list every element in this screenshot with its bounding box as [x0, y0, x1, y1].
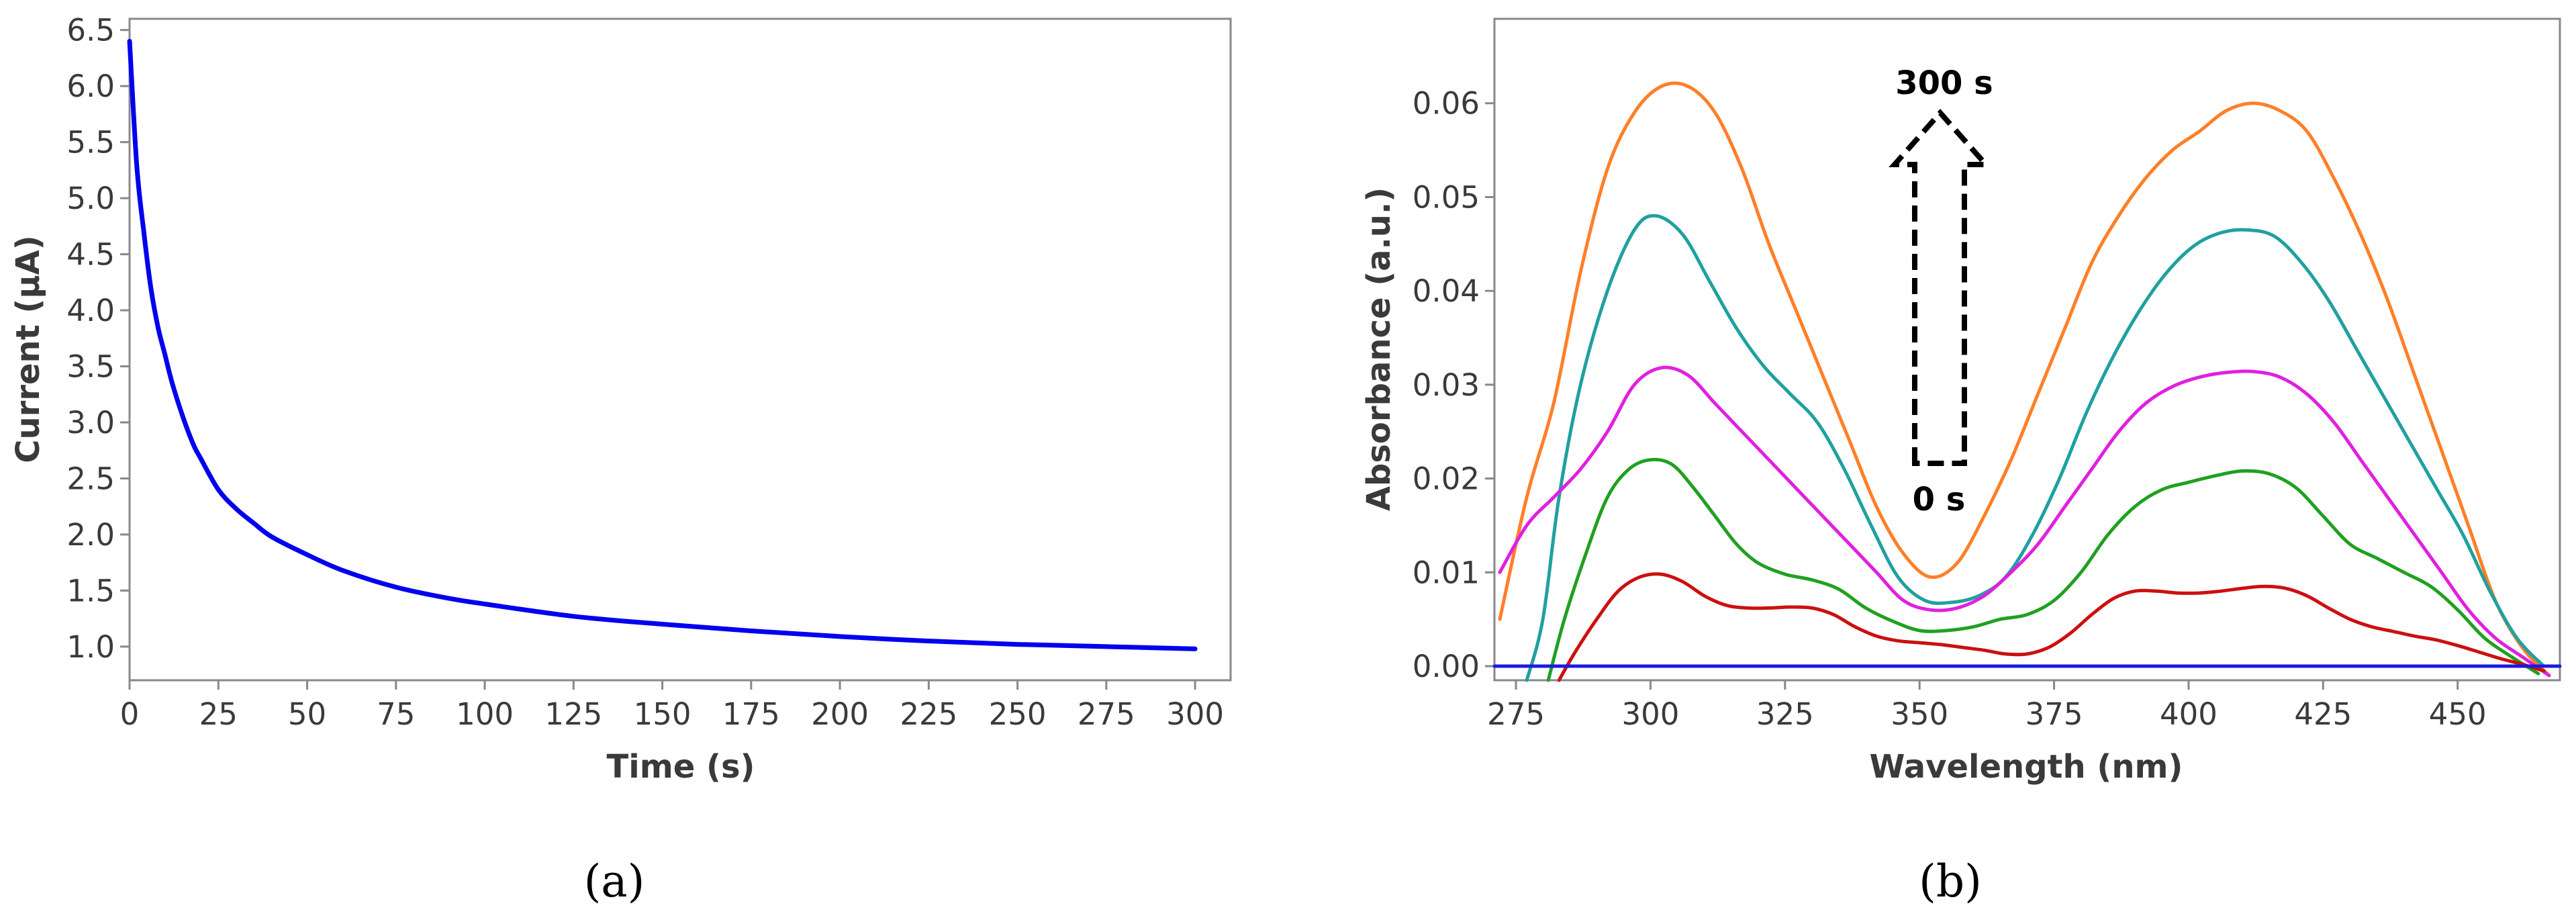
- x-tick-label: 250: [989, 696, 1047, 732]
- y-tick-label: 3.5: [66, 349, 115, 385]
- x-tick-label: 100: [456, 696, 514, 732]
- chart-a-y-axis-title: Current (μA): [9, 235, 47, 463]
- chart-b-series: [1492, 81, 2562, 682]
- x-tick-label: 200: [811, 696, 869, 732]
- y-tick-label: 0.03: [1413, 367, 1480, 403]
- x-tick-label: 225: [900, 696, 957, 732]
- chart-b-absorbance-vs-wavelength: 275 300 325 350 375 400 425 450 0.00 0.01 0.02 0.03…: [1360, 17, 2562, 786]
- chart-a-ticks: 0 25 50 75 100 125 150 175 200 225 250 275 300 1.0 1.5…: [66, 13, 1224, 732]
- x-tick-label: 325: [1756, 696, 1814, 732]
- x-tick-label: 300: [1166, 696, 1224, 732]
- series-line-1: [127, 38, 1198, 651]
- chart-b-ticks: 275 300 325 350 375 400 425 450 0.00 0.01 0.02 0.03…: [1413, 86, 2487, 732]
- x-tick-label: 425: [2294, 696, 2352, 732]
- arrow-label-0s: 0 s: [1913, 481, 1966, 518]
- y-tick-label: 0.04: [1413, 273, 1480, 309]
- x-tick-label: 275: [1078, 696, 1135, 732]
- x-tick-label: 275: [1487, 696, 1545, 732]
- x-tick-label: 150: [634, 696, 691, 732]
- x-tick-label: 75: [377, 696, 415, 732]
- y-tick-label: 0.01: [1413, 555, 1480, 590]
- y-tick-label: 6.0: [66, 68, 115, 104]
- y-tick-label: 1.5: [66, 573, 115, 608]
- x-tick-label: 375: [2025, 696, 2083, 732]
- x-tick-label: 25: [199, 696, 238, 732]
- series-line-4: [1546, 457, 2540, 682]
- x-tick-label: 450: [2429, 696, 2487, 732]
- panel-label-b: (b): [1919, 856, 1982, 907]
- x-tick-label: 175: [722, 696, 780, 732]
- y-tick-label: 2.5: [66, 461, 115, 496]
- chart-a-x-axis-title: Time (s): [607, 748, 755, 786]
- chart-a-plot-frame: [128, 17, 1232, 682]
- chart-b-x-axis-title: Wavelength (nm): [1870, 748, 2183, 786]
- y-tick-label: 0.05: [1413, 179, 1480, 215]
- y-tick-label: 6.5: [66, 13, 115, 48]
- y-tick-label: 5.5: [66, 125, 115, 160]
- y-tick-label: 0.02: [1413, 461, 1480, 497]
- panel-label-a: (a): [584, 856, 645, 907]
- y-tick-label: 5.0: [66, 181, 115, 216]
- x-tick-label: 0: [120, 696, 140, 732]
- x-tick-label: 300: [1621, 696, 1679, 732]
- y-tick-label: 4.0: [66, 293, 115, 328]
- series-line-1: [1498, 81, 2551, 678]
- x-tick-label: 350: [1891, 696, 1948, 732]
- series-line-3: [1498, 365, 2551, 678]
- y-tick-label: 3.0: [66, 405, 115, 441]
- y-tick-label: 4.5: [66, 237, 115, 273]
- x-tick-label: 50: [288, 696, 326, 732]
- x-tick-label: 125: [544, 696, 602, 732]
- chart-b-y-axis-title: Absorbance (a.u.): [1360, 187, 1398, 511]
- y-tick-label: 0.06: [1413, 86, 1480, 122]
- y-tick-label: 1.0: [66, 629, 115, 665]
- chart-b-plot-frame: [1493, 17, 2561, 682]
- time-direction-arrow: 300 s 0 s: [1889, 64, 1993, 518]
- chart-a-series: [127, 38, 1198, 651]
- y-tick-label: 0.00: [1413, 649, 1480, 684]
- series-line-5: [1557, 572, 2546, 682]
- arrow-label-300s: 300 s: [1895, 64, 1993, 102]
- x-tick-label: 400: [2160, 696, 2217, 732]
- y-tick-label: 2.0: [66, 517, 115, 553]
- arrow-outline: [1889, 108, 1992, 466]
- chart-a-current-vs-time: 0 25 50 75 100 125 150 175 200 225 250 275 300 1.0 1.5…: [9, 13, 1232, 786]
